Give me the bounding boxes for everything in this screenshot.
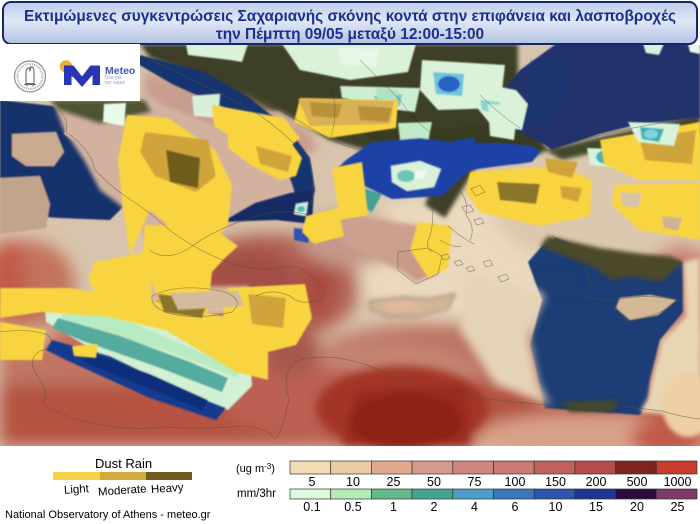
svg-text:150: 150 [545, 475, 566, 489]
svg-text:5: 5 [309, 475, 316, 489]
svg-text:0.1: 0.1 [303, 500, 320, 514]
svg-text:Meteo: Meteo [105, 65, 135, 77]
svg-text:500: 500 [627, 475, 648, 489]
svg-text:2: 2 [431, 500, 438, 514]
svg-text:25: 25 [387, 475, 401, 489]
svg-text:1000: 1000 [664, 475, 692, 489]
svg-text:20: 20 [630, 500, 644, 514]
svg-text:75: 75 [468, 475, 482, 489]
svg-text:τον καιρό: τον καιρό [105, 79, 126, 86]
svg-text:10: 10 [549, 500, 563, 514]
svg-text:1: 1 [390, 500, 397, 514]
svg-text:6: 6 [512, 500, 519, 514]
svg-text:Όλο για: Όλο για [104, 75, 122, 81]
svg-text:4: 4 [471, 500, 478, 514]
svg-text:100: 100 [505, 475, 526, 489]
svg-text:200: 200 [586, 475, 607, 489]
svg-text:0.5: 0.5 [344, 500, 361, 514]
svg-text:50: 50 [427, 475, 441, 489]
svg-text:25: 25 [671, 500, 685, 514]
svg-text:10: 10 [346, 475, 360, 489]
svg-text:15: 15 [589, 500, 603, 514]
